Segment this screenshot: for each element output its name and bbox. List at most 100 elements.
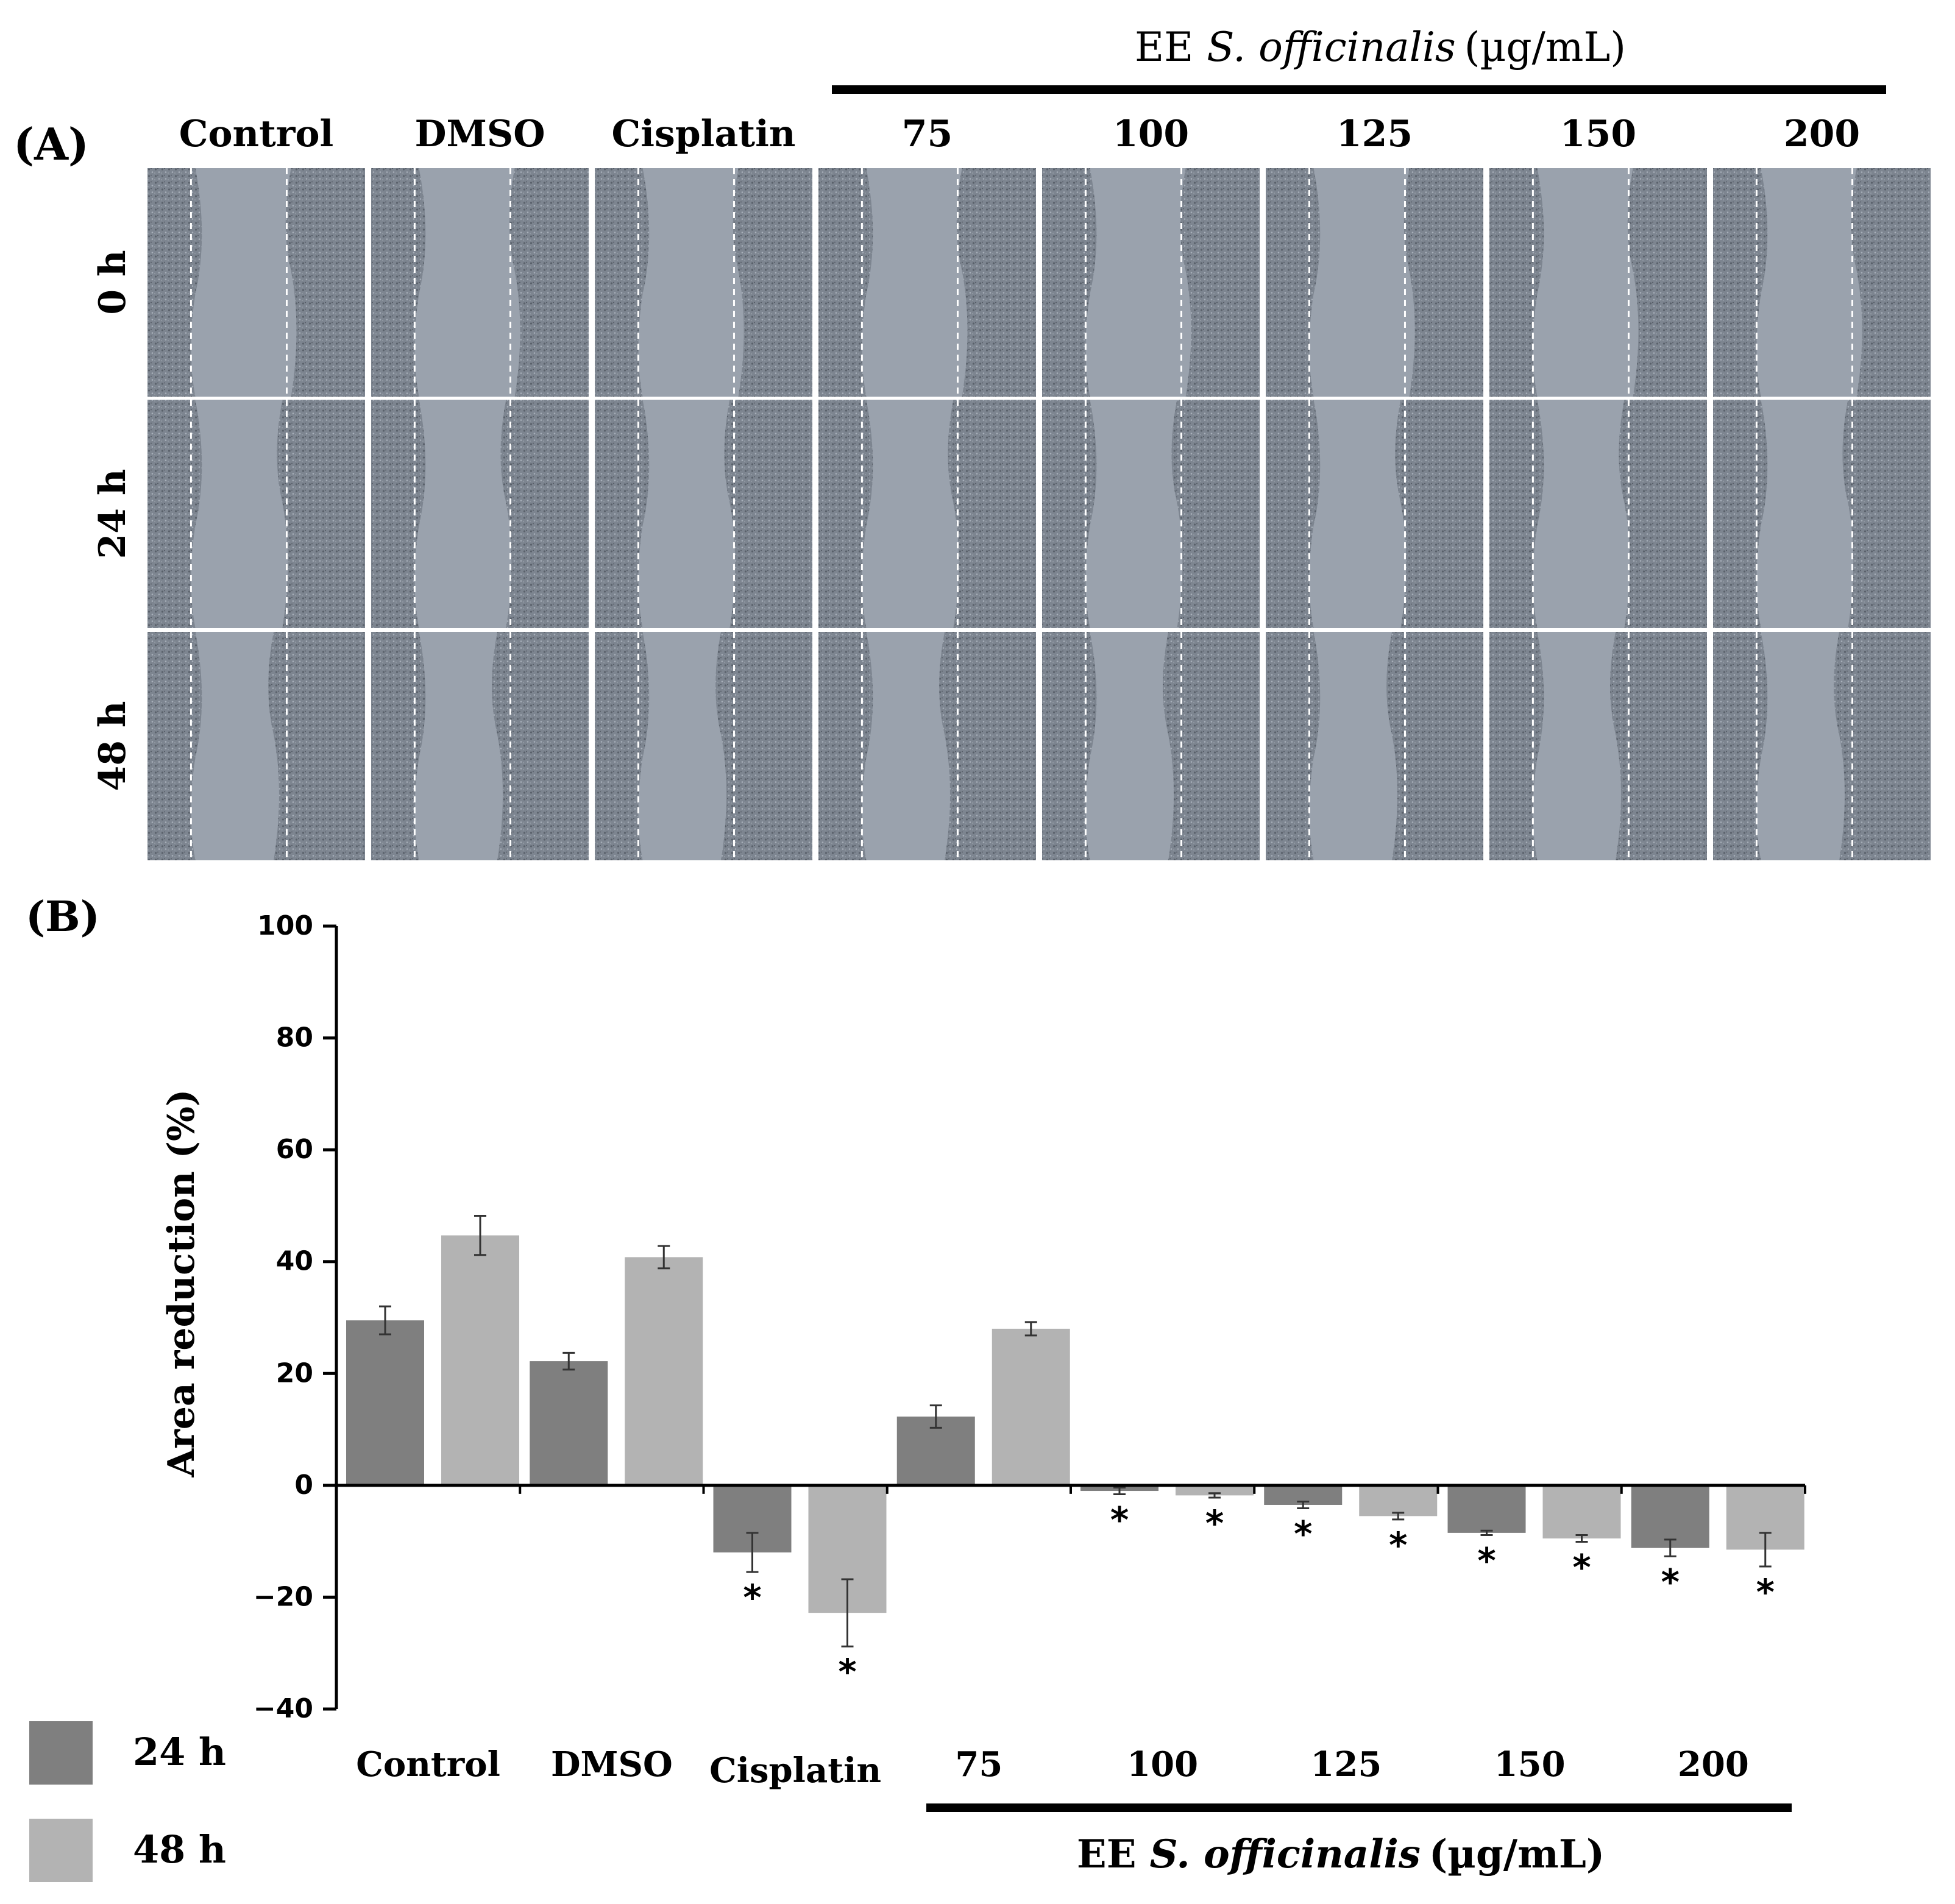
y-axis-label: Area reduction (%) [160,1089,203,1478]
group-header-prefix: EE [1135,24,1193,71]
group-header-species: S. officinalis [1207,24,1455,71]
scratch-wound-area [1309,632,1397,860]
micrograph-tile [595,632,812,860]
bar-24h-dmso [530,1361,608,1485]
group-footer-prefix: EE [1077,1831,1137,1877]
micrograph-tile [1042,400,1260,628]
legend: 24 h 48 h [29,1721,226,1882]
legend-swatch-48h [29,1819,93,1882]
significance-marker: * [838,1651,856,1693]
bar-48h-100 [1176,1485,1254,1496]
scratch-wound-area [1085,400,1183,628]
micrograph-tile [147,632,365,860]
x-tick-label: 125 [1310,1744,1382,1785]
y-tick-label: 80 [276,1022,313,1053]
bar-series: * * * * * * * * * * [346,1214,1804,1693]
scratch-wound-area [1533,400,1630,628]
column-header-75: 75 [902,113,953,155]
x-axis: Control DMSO Cisplatin 75 100 125 150 200 [335,1484,1806,1791]
panel-a-group-header: EE S. officinalis (µg/mL) [832,24,1886,94]
micrograph-tile [371,400,589,628]
bar-48h-125 [1359,1485,1438,1516]
x-tick-label: 150 [1494,1744,1566,1785]
micrograph-tile [818,632,1036,860]
bar-24h-control [346,1320,424,1485]
bar-48h-150 [1542,1485,1621,1539]
micrograph-tile [147,168,365,397]
scratch-wound-area [862,632,950,860]
scratch-wound-area [1309,400,1407,628]
scratch-wound-area [191,400,288,628]
micrograph-grid [147,168,1931,860]
scratch-wound-area [1533,632,1621,860]
scratch-wound-area [638,632,726,860]
row-label-48h: 48 h [91,701,134,791]
micrograph-tile [1042,168,1260,397]
micrograph-tile [1266,400,1483,628]
legend-swatch-24h [29,1721,93,1785]
scratch-wound-area [862,400,959,628]
micrograph-tile [147,400,365,628]
group-header-unit: (µg/mL) [1464,24,1626,71]
column-header-100: 100 [1113,113,1189,155]
scratch-wound-area [414,400,512,628]
scratch-wound-area [1533,168,1639,397]
scratch-wound-area [414,632,503,860]
significance-marker: * [1477,1540,1496,1582]
column-header-125: 125 [1336,113,1413,155]
legend-label-24h: 24 h [133,1730,226,1774]
column-header-200: 200 [1784,113,1860,155]
bar-48h-75 [992,1328,1070,1485]
column-header-150: 150 [1560,113,1636,155]
y-tick-label: 100 [257,910,313,941]
panel-a-label: (A) [13,118,89,170]
bar-48h-control [441,1235,519,1485]
significance-marker: * [1110,1499,1129,1541]
y-tick-label: −20 [254,1581,313,1612]
y-tick-label: 20 [276,1357,313,1389]
group-footer-bar [926,1803,1792,1812]
row-labels: 0 h 24 h 48 h [91,250,134,791]
x-tick-label: 100 [1127,1744,1198,1785]
scratch-wound-area [638,400,736,628]
x-tick-label: Cisplatin [709,1750,881,1791]
micrograph-tile [1713,168,1931,397]
micrograph-tile [371,632,589,860]
group-footer-text: EE S. officinalis (µg/mL) [1077,1831,1605,1877]
legend-label-48h: 48 h [133,1827,226,1872]
scratch-wound-area [1085,168,1191,397]
bar-24h-150 [1447,1485,1526,1533]
micrograph-tile [1489,632,1707,860]
x-tick-label: Control [356,1744,500,1785]
bar-48h-dmso [625,1257,703,1485]
panel-b-label: (B) [26,893,100,941]
y-tick-label: 0 [294,1470,313,1501]
group-header-text: EE S. officinalis (µg/mL) [1135,24,1626,71]
micrograph-tile [818,400,1036,628]
scratch-wound-area [191,632,279,860]
row-label-24h: 24 h [91,469,134,559]
scratch-wound-area [638,168,744,397]
micrograph-tile [1713,400,1931,628]
panel-b-group-header: EE S. officinalis (µg/mL) [926,1803,1792,1877]
column-header-control: Control [179,113,334,155]
column-headers: Control DMSO Cisplatin 75 100 125 150 200 [179,113,1860,155]
scratch-wound-area [1756,400,1854,628]
micrograph-tile [1489,400,1707,628]
group-footer-species: S. officinalis [1149,1831,1420,1877]
y-tick-label: 60 [276,1134,313,1165]
row-label-0h: 0 h [91,250,134,314]
micrograph-tile [371,168,589,397]
scratch-wound-area [191,168,297,397]
micrograph-tile [818,168,1036,397]
y-tick-label: −40 [254,1693,313,1724]
micrograph-tile [1266,168,1483,397]
column-header-cisplatin: Cisplatin [611,113,795,155]
panel-a-micrographs: (A) EE S. officinalis (µg/mL) Control DMSO C… [13,24,1931,860]
scratch-wound-area [1756,168,1862,397]
scratch-wound-area [1309,168,1415,397]
significance-marker: * [1756,1571,1775,1613]
panel-b-chart: (B) Area reduction (%) −40 −20 0 20 40 60 80 10… [26,893,1806,1882]
micrograph-tile [1489,168,1707,397]
